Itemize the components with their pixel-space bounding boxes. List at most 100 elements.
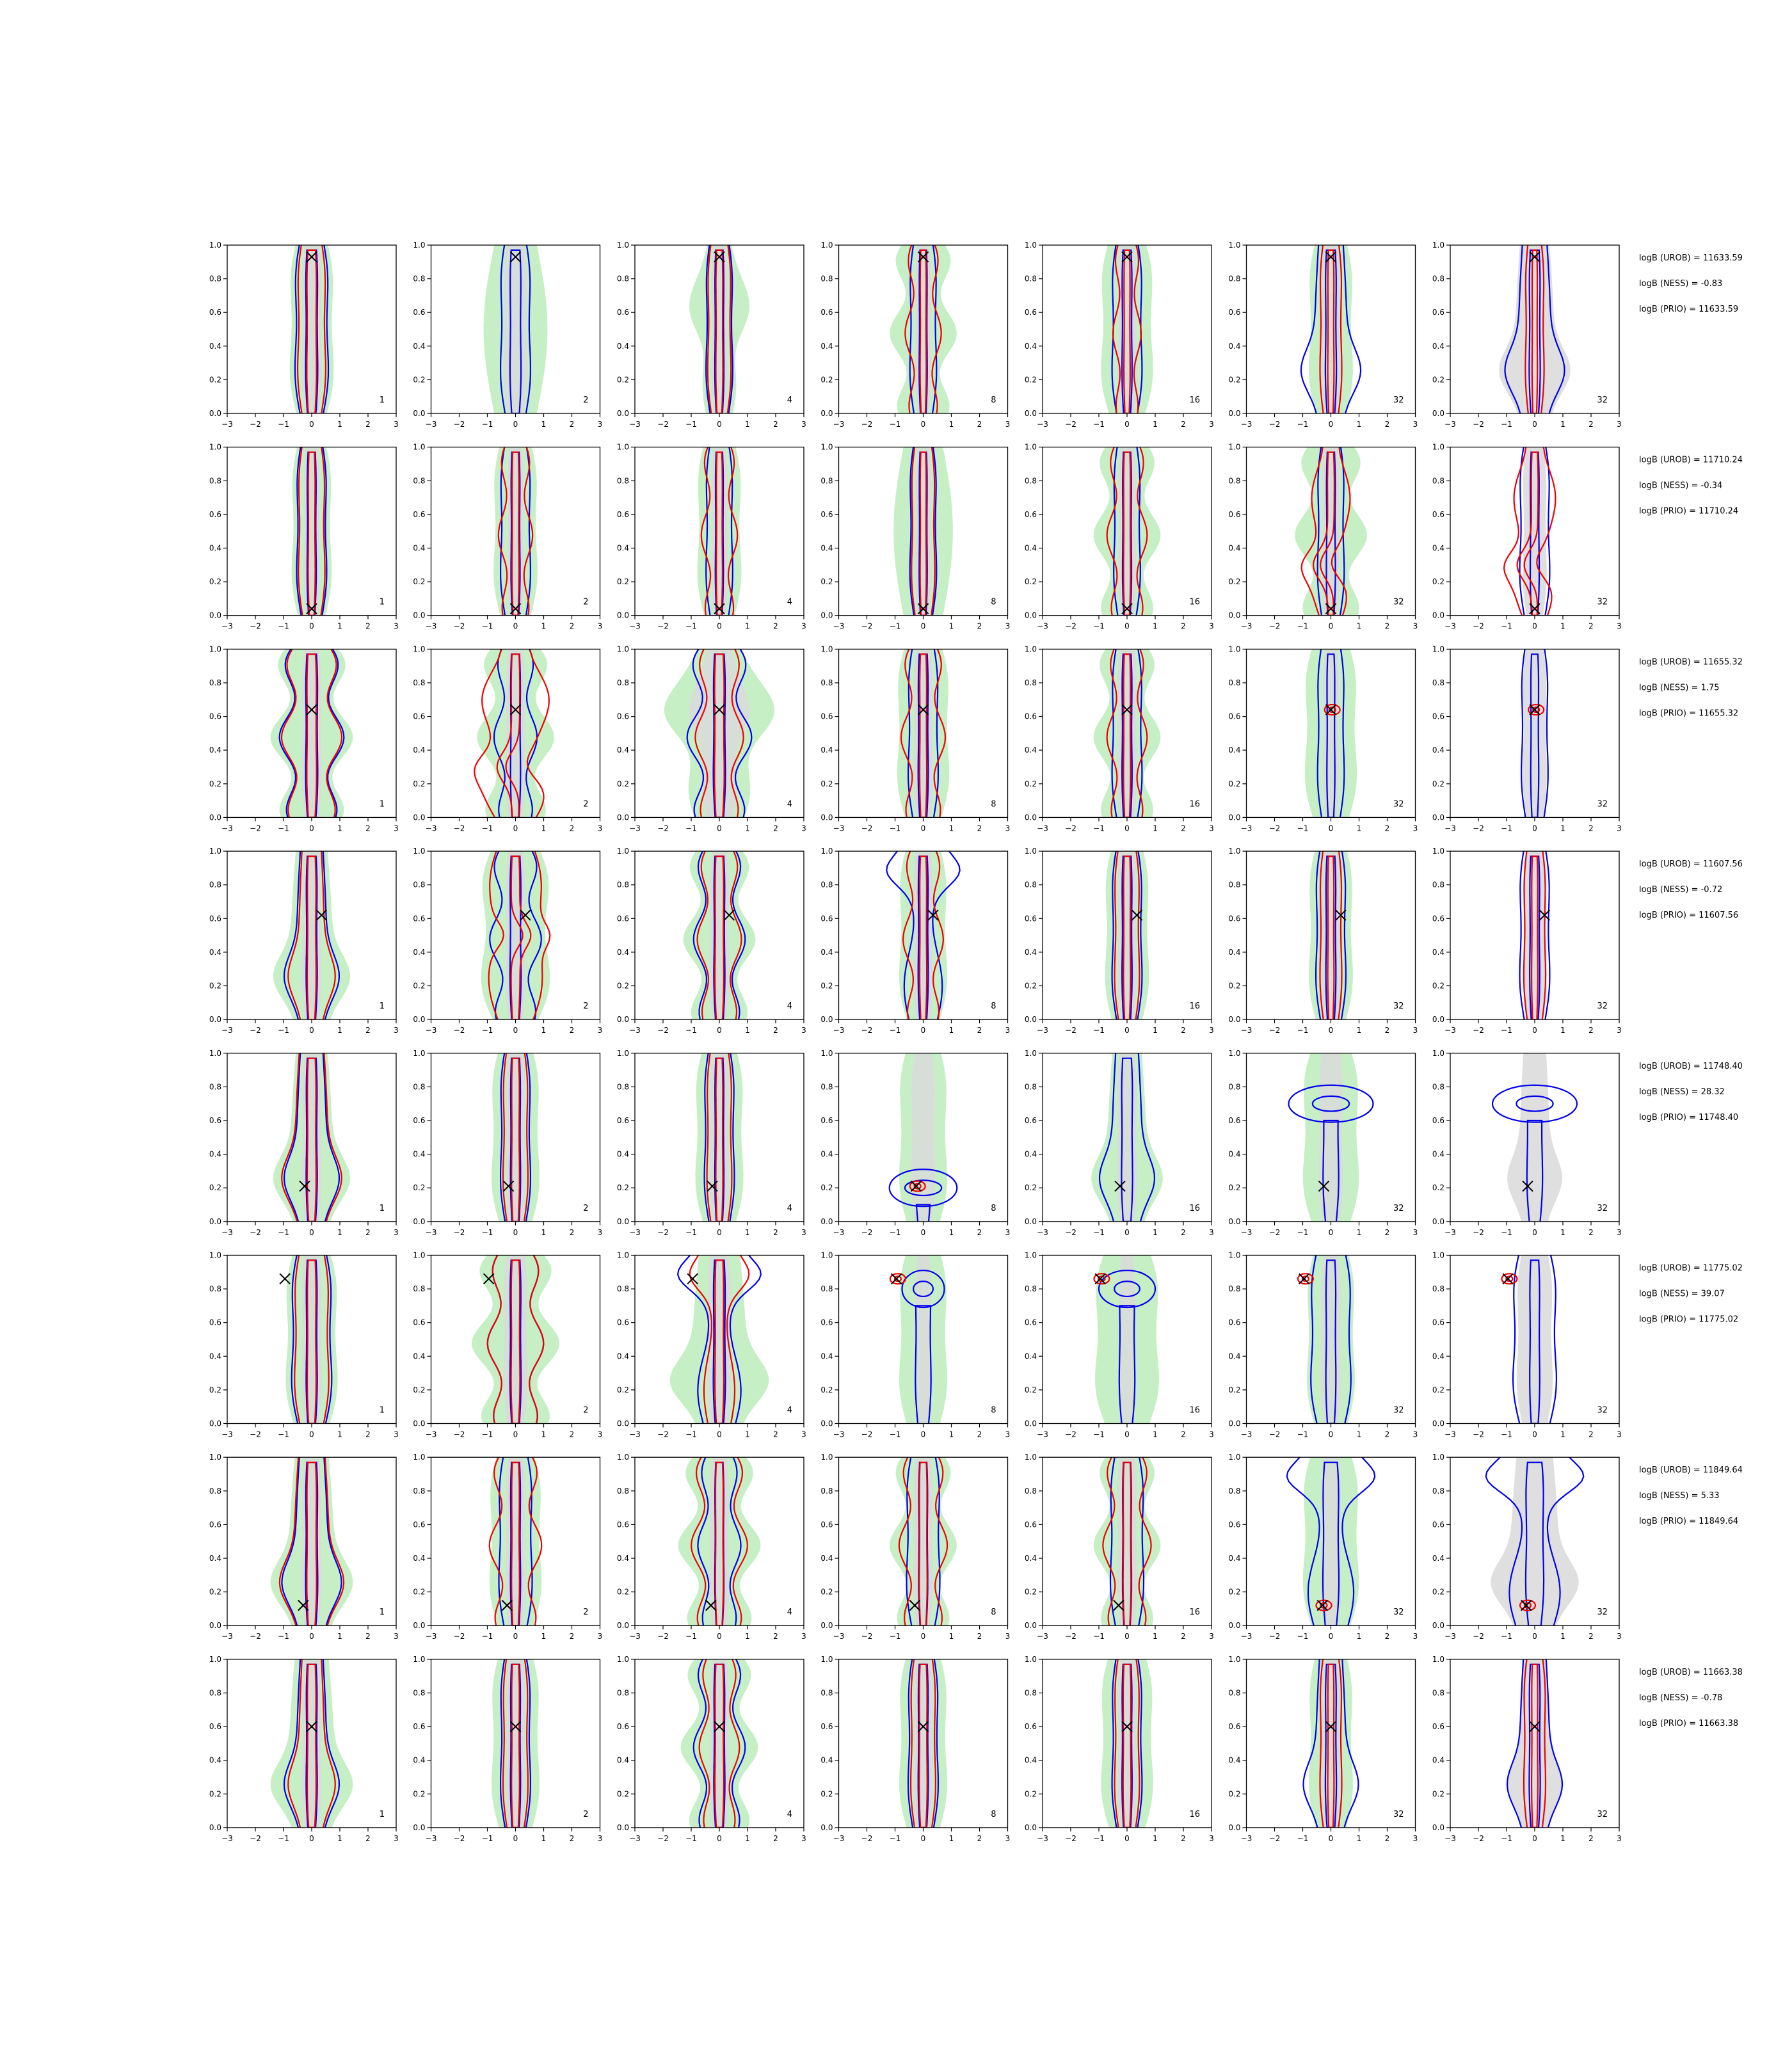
red-contour-spot-inner [1320,1602,1328,1609]
panel-content [270,1659,353,1828]
blue-contour-outer [1111,851,1143,1020]
x-tick-label: 0 [921,824,926,833]
x-tick-label: −3 [426,1228,437,1237]
y-tick-label: 0.2 [820,779,833,788]
panel-content [273,1053,351,1222]
y-tick-label: 0.0 [820,813,833,822]
y-tick-label: 1.0 [820,1453,833,1462]
x-tick-label: 1 [337,1632,342,1641]
y-tick-label: 0.8 [413,1082,425,1091]
y-tick-label: 0.6 [1025,1520,1037,1529]
panel: −3 −2 −1 0 1 2 3 0.0 0.2 0.4 0.6 0.8 1.0 16 [1025,847,1214,1035]
x-tick-label: −1 [482,622,493,631]
y-tick-label: 0.2 [413,1588,425,1597]
y-tick-label: 0.2 [617,982,629,991]
x-tick-label: −2 [861,1834,873,1843]
x-tick-label: −1 [1093,1026,1105,1035]
y-tick-label: 0.6 [1228,914,1240,923]
x-tick-label: 2 [570,1632,575,1641]
x-tick-label: −2 [1473,622,1484,631]
x-tick-label: −2 [1269,1228,1281,1237]
x-tick-label: −3 [426,1834,437,1843]
blue-contour-outer [283,1659,340,1828]
grey-density-fill [1499,245,1571,413]
y-tick-label: 0.6 [209,1116,221,1125]
y-tick-label: 0.0 [617,1015,629,1024]
y-tick-label: 0.4 [413,746,425,754]
grey-density-fill [1491,1457,1579,1626]
x-tick-label: 1 [337,1228,342,1237]
panel-count-label: 4 [787,1204,792,1213]
panel-content [899,1659,947,1828]
red-contour-outer [904,245,942,413]
x-tick-label: −1 [685,420,697,429]
blue-contour-inner [305,653,319,818]
x-tick-label: 2 [1385,1228,1390,1237]
y-tick-label: 0.4 [820,1352,833,1361]
panel: −3 −2 −1 0 1 2 3 0.0 0.2 0.4 0.6 0.8 1.0 4 [617,1655,806,1843]
x-tick-label: 2 [1385,420,1390,429]
grey-density-fill [301,1053,322,1222]
x-tick-label: 1 [745,622,750,631]
x-tick-label: −1 [482,1834,493,1843]
x-tick-label: 0 [309,1026,314,1035]
panel: −3 −2 −1 0 1 2 3 0.0 0.2 0.4 0.6 0.8 1.0 2 [413,1655,602,1843]
x-tick-label: −2 [657,1632,669,1641]
y-tick-label: 0.8 [617,678,629,687]
blue-contour-inner [1325,451,1336,616]
y-tick-label: 0.2 [1228,1385,1240,1394]
true-point-marker [1318,1180,1330,1192]
x-tick-label: 1 [1560,420,1565,429]
y-tick-label: 0.8 [209,881,221,890]
panel-content [1093,447,1161,616]
blue-contour-inner [713,855,726,1020]
logb-stat: logB (UROB) = 11748.40 [1639,1062,1743,1071]
x-tick-label: 1 [1560,1632,1565,1641]
grey-density-fill [913,1659,934,1828]
y-tick-label: 0.4 [413,1554,425,1563]
y-tick-label: 0.2 [820,1789,833,1798]
true-point-marker [1121,603,1133,614]
x-tick-label: 3 [801,1834,806,1843]
true-point-marker [520,909,531,921]
blue-contour-inner [305,249,319,413]
y-tick-label: 0.4 [820,746,833,754]
x-tick-label: 3 [1413,1430,1418,1439]
panel-count-label: 32 [1393,598,1404,607]
red-contour-inner [511,1462,520,1626]
logb-stat: logB (NESS) = 39.07 [1639,1289,1725,1299]
x-tick-label: 1 [1357,1430,1362,1439]
panel: −3 −2 −1 0 1 2 3 0.0 0.2 0.4 0.6 0.8 1.0 32 [1432,443,1622,631]
x-tick-label: −2 [861,1026,873,1035]
x-tick-label: 1 [745,1834,750,1843]
logb-stat: logB (NESS) = -0.83 [1639,279,1722,289]
y-tick-label: 0.8 [617,1689,629,1698]
y-tick-label: 0.2 [1228,779,1240,788]
y-tick-label: 0.4 [1432,948,1444,957]
grey-density-fill [1119,1255,1135,1424]
grey-density-fill [1320,851,1341,1020]
panel-count-label: 4 [787,799,792,809]
x-tick-label: −2 [657,824,669,833]
panel-count-label: 1 [380,1406,385,1416]
y-tick-label: 0.6 [1432,308,1444,317]
x-tick-label: −3 [1037,1026,1048,1035]
x-tick-label: 3 [1209,1834,1214,1843]
y-tick-label: 0.6 [209,308,221,317]
x-tick-label: 0 [921,1834,926,1843]
x-tick-label: 0 [513,1834,518,1843]
red-contour-inner [1327,1663,1335,1828]
y-tick-label: 1.0 [1432,847,1444,856]
true-point-marker [1298,1273,1310,1285]
red-contour-spot-inner [913,1183,922,1190]
blue-contour-outer [500,245,531,413]
true-point-marker [1121,704,1133,715]
x-tick-label: 0 [309,420,314,429]
y-tick-label: 0.0 [617,409,629,418]
x-tick-label: −1 [1297,420,1309,429]
y-tick-label: 0.0 [617,611,629,620]
red-contour-inner [306,1462,317,1626]
x-tick-label: 0 [1532,1834,1537,1843]
y-tick-label: 0.4 [820,342,833,351]
x-tick-label: 0 [921,1632,926,1641]
